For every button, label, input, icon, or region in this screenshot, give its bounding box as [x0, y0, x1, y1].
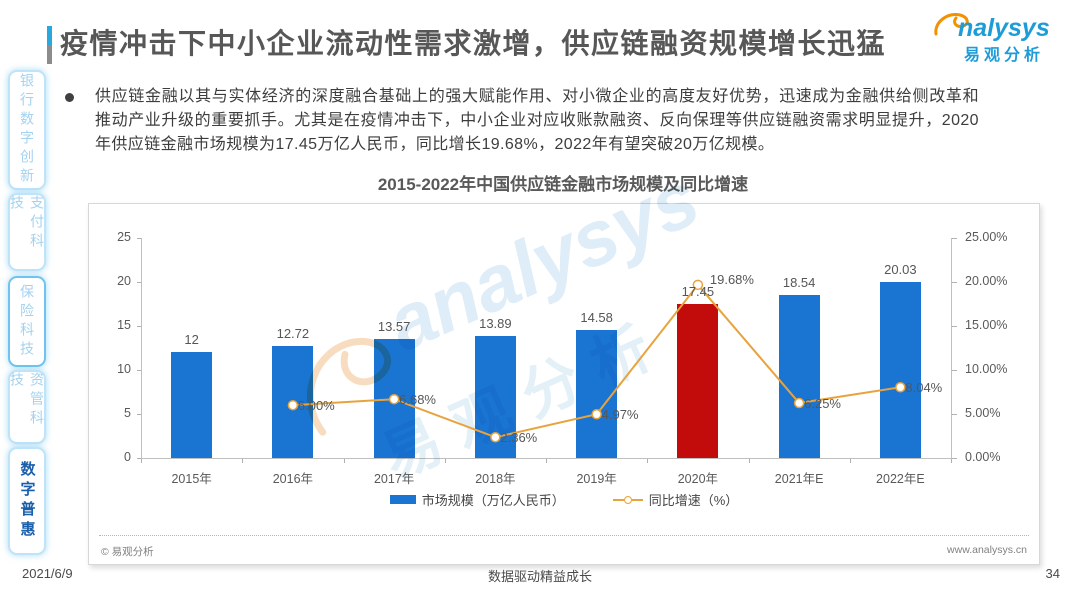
sidebar-item-insurance-tech[interactable]: 保险科技 [8, 276, 46, 367]
x-axis-category-label: 2016年 [272, 472, 314, 486]
sidebar-item-label: 保险科技 [19, 283, 35, 360]
right-axis-line [951, 238, 952, 458]
sidebar-item-label: 数字普惠 [18, 461, 36, 541]
right-axis-tick-label: 25.00% [965, 230, 1008, 244]
analysys-logo: nalysys 易观分析 [934, 8, 1066, 64]
x-axis-tick [242, 459, 244, 463]
sidebar-item-label: 银行数字创新 [19, 73, 35, 187]
left-axis-line [141, 238, 142, 458]
legend-bar-label: 市场规模（万亿人民币） [421, 493, 565, 508]
x-axis-tick [849, 459, 851, 463]
page-title: 疫情冲击下中小企业流动性需求激增，供应链融资规模增长迅猛 [60, 28, 887, 59]
x-axis-category-label: 2022年E [876, 472, 925, 486]
bar-value-label: 13.57 [377, 318, 411, 334]
right-axis-tick-label: 0.00% [965, 450, 1001, 464]
line-value-label: 6.68% [399, 392, 436, 408]
left-axis-tick [137, 282, 141, 283]
x-axis-category-label: 2020年 [677, 472, 719, 486]
line-value-label: 19.68% [709, 271, 754, 287]
bullet-icon [65, 93, 74, 102]
left-axis-tick-label: 15 [117, 318, 131, 332]
bar-value-label: 18.54 [782, 274, 816, 290]
left-axis-tick [137, 238, 141, 239]
sidebar-item-payment-tech[interactable]: 支付科技 [8, 193, 46, 271]
bar-value-label: 13.89 [479, 315, 512, 331]
chart-source-note: © 易观分析 [101, 546, 154, 558]
x-axis-tick [444, 459, 446, 463]
bar [677, 304, 719, 458]
bar-swatch-icon [389, 495, 416, 504]
x-axis-category-label: 2021年E [774, 472, 824, 486]
x-axis-category-label: 2018年 [475, 472, 516, 486]
x-axis-tick [546, 459, 547, 463]
line-value-label: 4.97% [601, 407, 639, 423]
line-value-label: 2.36% [500, 430, 538, 446]
x-axis-tick [141, 459, 142, 463]
right-axis-tick-label: 15.00% [965, 318, 1008, 332]
line-value-label: 6.00% [297, 398, 335, 414]
chart-footer-divider [99, 535, 1029, 536]
summary-paragraph: 供应链金融以其与实体经济的深度融合基础上的强大赋能作用、对小微企业的高度友好优势… [95, 88, 979, 153]
right-axis-tick [952, 238, 957, 239]
sidebar-item-label: 资管科技 [9, 372, 45, 429]
sidebar-item-asset-mgmt-tech[interactable]: 资管科技 [8, 370, 46, 444]
right-axis-tick [952, 414, 957, 415]
bar [576, 329, 618, 458]
sidebar-item-bank-digital[interactable]: 银行数字创新 [8, 70, 46, 190]
x-axis-category-label: 2015年 [171, 472, 212, 486]
right-axis-tick [952, 370, 957, 371]
x-axis-tick [951, 459, 952, 463]
x-axis-line [141, 458, 952, 459]
right-axis-tick [952, 326, 957, 327]
logo-swoosh-icon [934, 12, 969, 36]
accent-bottom-gray [47, 45, 52, 64]
x-axis-tick [748, 459, 750, 463]
logo-brand-cn-text: 易观分析 [964, 47, 1045, 64]
left-axis-tick-label: 20 [117, 274, 131, 288]
left-axis-tick [137, 370, 141, 371]
left-axis-tick-label: 10 [117, 362, 131, 376]
logo-brand-text: nalysys [958, 14, 1050, 42]
left-axis-tick-label: 25 [117, 230, 131, 244]
chart-title: 2015-2022年中国供应链金融市场规模及同比增速 [377, 175, 749, 194]
right-axis-tick-label: 10.00% [965, 362, 1008, 376]
right-axis-tick-label: 20.00% [965, 274, 1008, 288]
left-axis-tick [137, 414, 141, 415]
x-axis-category-label: 2019年 [576, 472, 617, 486]
legend-item-line: 同比增速（%） [612, 490, 739, 509]
bar [879, 281, 921, 458]
footer-date: 2021/6/9 [22, 566, 73, 581]
x-axis-category-label: 2017年 [373, 472, 415, 486]
legend-line-label: 同比增速（%） [648, 493, 739, 508]
footer-slogan: 数据驱动精益成长 [487, 569, 592, 584]
left-axis-tick [137, 326, 141, 327]
right-axis-tick [952, 282, 957, 283]
accent-top-blue [47, 26, 52, 45]
bar-value-label: 20.03 [884, 261, 917, 277]
title-accent-bar [47, 26, 52, 64]
legend-item-bar: 市场规模（万亿人民币） [389, 490, 565, 509]
left-axis-tick-label: 5 [124, 406, 131, 420]
x-axis-tick [343, 459, 345, 463]
line-swatch-icon [612, 495, 643, 504]
sidebar-item-digital-inclusion[interactable]: 数字普惠 [8, 447, 46, 555]
line-value-label: 6.25% [804, 396, 841, 411]
chart-website: www.analysys.cn [947, 544, 1027, 556]
left-axis-tick-label: 0 [124, 450, 131, 464]
right-axis-tick-label: 5.00% [965, 406, 1001, 420]
right-axis-tick [952, 458, 957, 459]
bar-value-label: 14.58 [580, 309, 613, 325]
bar [171, 352, 213, 458]
x-axis-tick [647, 459, 649, 463]
chart-legend: 市场规模（万亿人民币） 同比增速（%） [89, 490, 1039, 509]
footer-page-number: 34 [1045, 566, 1060, 581]
bar-value-label: 12.72 [276, 326, 310, 342]
sidebar-item-label: 支付科技 [9, 195, 45, 252]
chart-panel: analysys 易观分析 市场规模（万亿人民币） 同比增速（%） © 易观分析… [88, 154, 1040, 565]
bar-value-label: 12 [184, 332, 199, 348]
line-value-label: 8.04% [905, 380, 943, 396]
left-axis-tick [137, 458, 141, 459]
bar [778, 294, 820, 458]
